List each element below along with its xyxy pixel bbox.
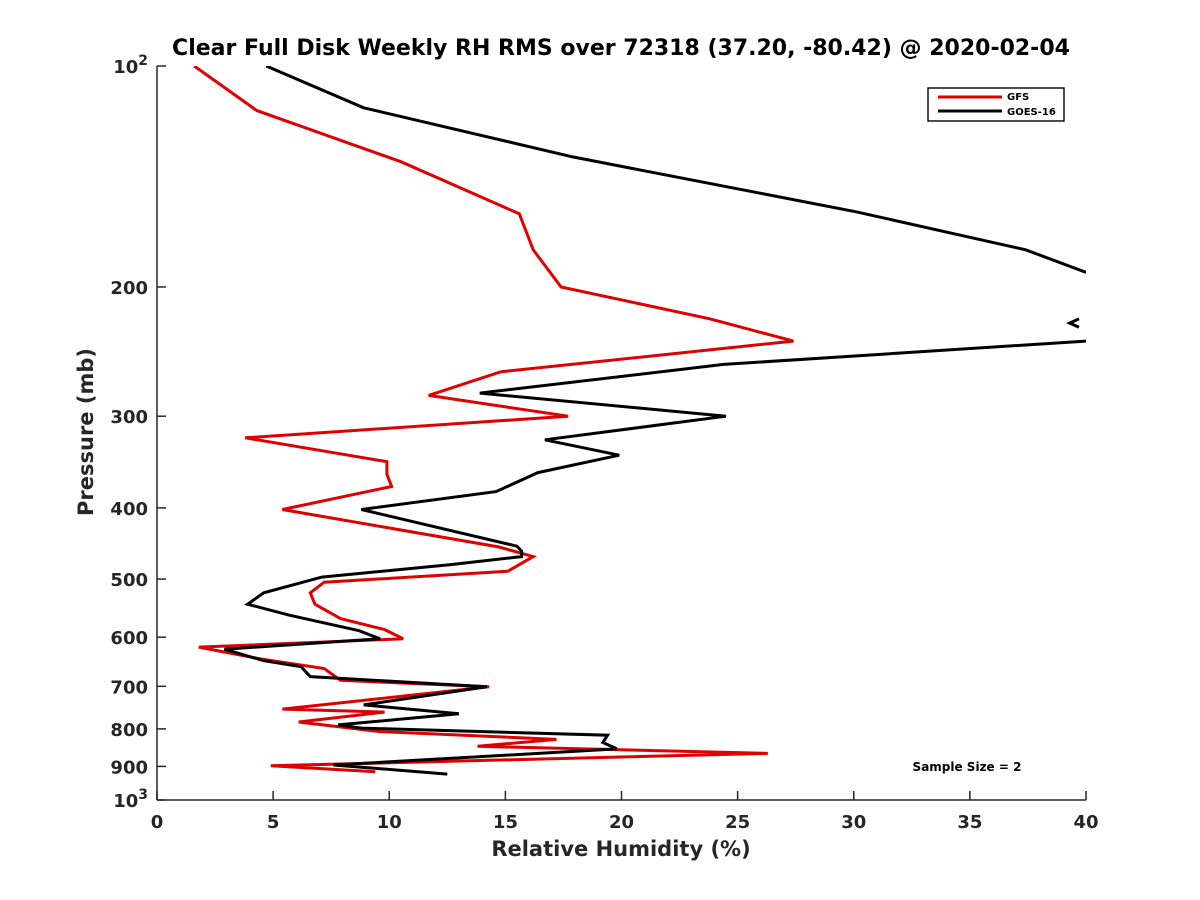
axis-layer: 0 5 10 15 20 25 30 35 40 102 200 300 400 500 600 700 800… [110, 53, 1098, 833]
x-tick-label: 25 [725, 812, 750, 833]
legend-label-gfs: GFS [1007, 92, 1029, 103]
y-tick-label: 103 [113, 787, 148, 812]
series-line-goes-16 [265, 66, 1086, 274]
y-tick-label: 102 [113, 53, 148, 78]
series-line-gfs [193, 66, 794, 774]
y-tick-label: 500 [110, 570, 148, 591]
x-tick-label: 40 [1073, 812, 1098, 833]
legend: GFS GOES-16 [927, 87, 1065, 122]
y-axis-label: Pressure (mb) [74, 348, 98, 516]
x-tick-label: 15 [493, 812, 518, 833]
x-tick-label: 0 [151, 812, 164, 833]
y-tick-label: 300 [110, 407, 148, 428]
series-layer [193, 66, 1086, 776]
series-line-goes-16-segment-2 [223, 339, 1086, 776]
x-tick-label: 20 [609, 812, 634, 833]
legend-box [927, 87, 1065, 122]
x-tick-label: 35 [957, 812, 982, 833]
y-tick-label: 600 [110, 628, 148, 649]
y-tick-label: 400 [110, 499, 148, 520]
y-tick-label: 800 [110, 720, 148, 741]
y-tick-label: 900 [110, 757, 148, 778]
chart-title: Clear Full Disk Weekly RH RMS over 72318… [172, 36, 1070, 61]
legend-label-goes-16: GOES-16 [1007, 107, 1056, 118]
sample-size-annotation: Sample Size = 2 [913, 760, 1022, 774]
plot-area: 0 5 10 15 20 25 30 35 40 102 200 300 400 500 600 700 800… [110, 53, 1098, 833]
x-tick-label: 30 [841, 812, 866, 833]
y-tick-label: 700 [110, 677, 148, 698]
y-tick-label: 200 [110, 278, 148, 299]
series-line-goes-16-segment-1 [1066, 317, 1080, 329]
x-axis-label: Relative Humidity (%) [491, 837, 750, 861]
x-tick-label: 10 [377, 812, 402, 833]
x-tick-label: 5 [267, 812, 280, 833]
